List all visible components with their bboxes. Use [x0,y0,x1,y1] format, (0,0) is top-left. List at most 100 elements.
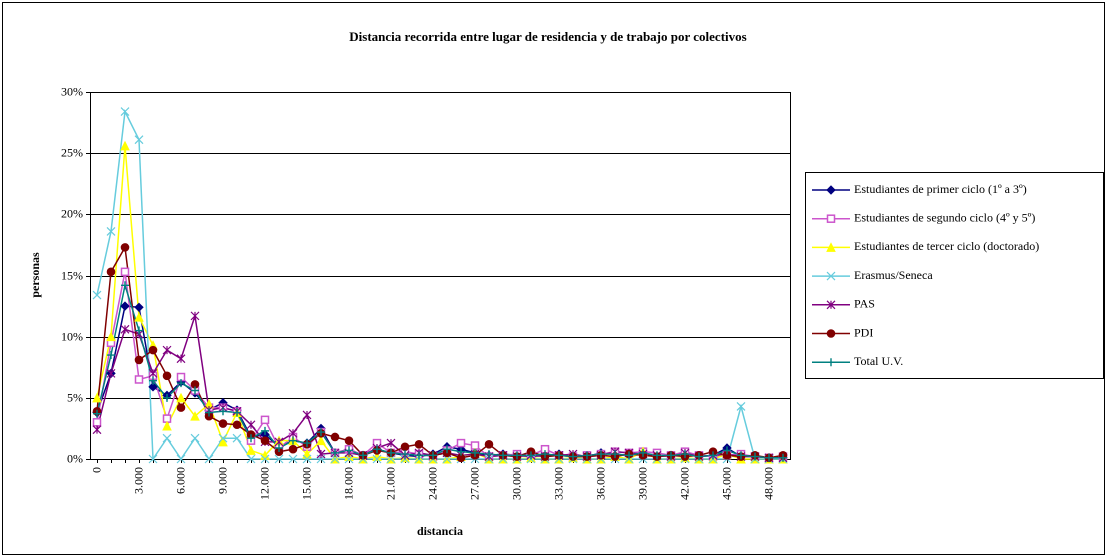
marker [288,428,298,438]
marker [260,436,270,445]
marker [204,454,214,464]
y-tick-label: 20% [61,206,83,220]
marker [527,451,535,460]
marker [218,419,228,428]
marker [176,403,186,412]
marker [106,267,116,277]
marker [387,448,395,457]
marker [190,411,200,421]
y-tick-label: 0% [67,451,83,465]
y-axis-label: personas [28,252,42,298]
marker [106,227,116,236]
marker [681,450,689,459]
marker [597,450,605,459]
x-tick-label: 18.000 [341,467,355,500]
marker [274,454,284,464]
marker [218,436,228,447]
marker [261,426,269,435]
marker [92,425,102,435]
marker [260,454,270,464]
y-tick-label: 30% [61,84,83,98]
y-tick-label: 15% [61,268,83,282]
marker [372,454,382,464]
marker [275,443,283,452]
marker [148,454,158,464]
x-tick-label: 42.000 [677,467,691,500]
marker [344,436,354,445]
x-tick-label: 33.000 [551,467,565,500]
marker [134,311,144,322]
marker [485,450,493,459]
marker [513,451,521,460]
marker [330,432,340,442]
x-tick-label: 0 [89,467,103,473]
x-tick-label: 21.000 [383,467,397,500]
marker [751,452,759,461]
marker [148,345,158,355]
marker [667,451,675,460]
marker [779,453,787,462]
marker [205,408,213,417]
marker [106,368,116,378]
marker [135,326,143,335]
marker [288,454,298,464]
x-tick-label: 3.000 [131,467,145,494]
marker [190,311,200,321]
marker [176,392,186,403]
y-tick-label: 10% [61,329,83,343]
marker [120,140,130,151]
marker [288,444,298,454]
marker [386,454,396,464]
marker [92,290,102,300]
marker [148,382,158,392]
marker [149,376,157,385]
marker [826,242,836,252]
marker [765,453,773,462]
marker [316,449,326,459]
legend-label: Estudiantes de primer ciclo (1º a 3º) [854,182,1027,196]
marker [232,433,242,443]
marker [639,448,647,457]
marker [107,351,115,360]
marker [737,451,745,460]
marker [93,409,101,418]
marker [92,418,102,427]
x-axis-label: distancia [417,524,463,538]
marker [303,439,311,448]
marker [302,410,312,420]
marker [176,354,186,364]
marker [555,451,563,460]
marker [302,454,312,464]
marker [163,393,171,402]
marker [359,451,367,460]
marker [826,271,836,281]
legend-label: Estudiantes de tercer ciclo (doctorado) [854,239,1039,253]
marker [246,445,256,455]
marker [176,454,186,464]
marker [736,401,746,411]
legend-label: Total U.V. [854,354,903,368]
marker [625,451,633,460]
marker [190,433,200,443]
marker [232,420,242,430]
marker [120,107,130,116]
x-tick-label: 12.000 [257,467,271,500]
marker [134,355,144,365]
marker [162,371,172,381]
marker [191,386,199,395]
legend-label: PAS [854,297,875,311]
marker [120,267,130,277]
marker [826,214,836,223]
x-tick-label: 27.000 [467,467,481,500]
marker [302,448,312,459]
marker [233,408,241,417]
marker [134,375,144,384]
marker [827,358,835,367]
x-tick-label: 39.000 [635,467,649,500]
marker [386,438,396,448]
marker [373,445,381,454]
marker [709,451,717,460]
marker [120,324,130,334]
marker [218,433,228,443]
marker [499,451,507,460]
